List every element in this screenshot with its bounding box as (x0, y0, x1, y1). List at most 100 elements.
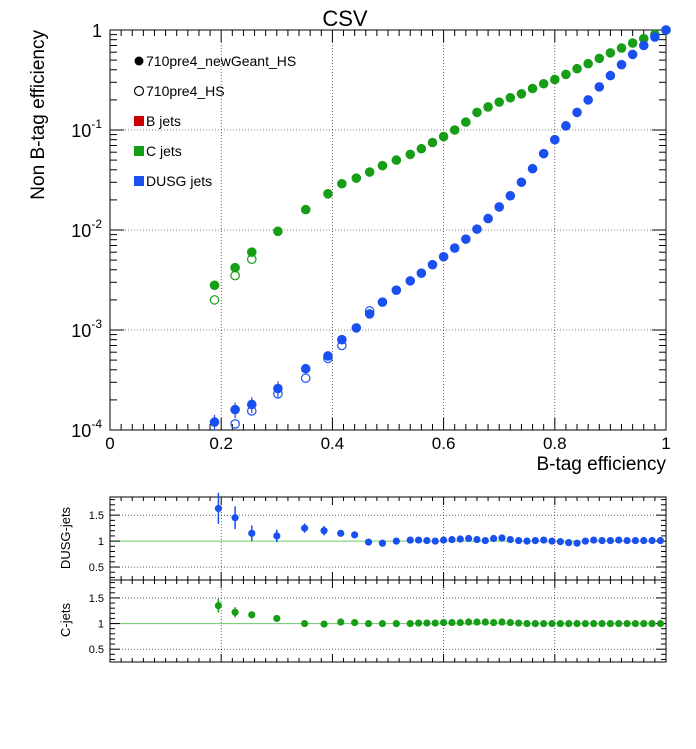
data-point (572, 107, 582, 118)
ratio_dusg-data-point (581, 537, 589, 545)
y-tick-label: 10-2 (71, 217, 102, 241)
data-point (300, 373, 311, 383)
data-point (461, 234, 471, 244)
ratio_c-data-point (573, 619, 581, 628)
ratio_c-data-point (556, 619, 564, 628)
ratio_c-data-point (431, 619, 439, 627)
legend-marker (134, 176, 144, 186)
ratio_c-data-point (631, 619, 640, 628)
y-tick-label: 10-1 (71, 117, 102, 141)
data-point (364, 306, 375, 316)
ratio_dusg-data-point (473, 535, 481, 544)
data-point (364, 309, 375, 319)
ratio_c-data-point (414, 619, 423, 627)
ratio_c-ytick-label: 0.5 (89, 644, 104, 656)
x-axis-label: B-tag efficiency (536, 454, 666, 475)
ratio_dusg-data-point (523, 537, 531, 545)
ratio_dusg-data-point (351, 531, 359, 539)
data-point (323, 351, 333, 361)
data-point (416, 268, 427, 278)
ratio_c-ytick-label: 1.5 (89, 593, 104, 605)
data-point (472, 107, 482, 118)
ratio_dusg-data-point (301, 524, 309, 532)
ratio_c-data-point (640, 619, 648, 628)
x-tick-label: 0 (105, 434, 114, 453)
data-point (661, 25, 671, 35)
data-point (449, 243, 460, 253)
ratio_dusg-data-point (506, 535, 514, 544)
data-point (538, 148, 549, 159)
series-1 (209, 254, 257, 305)
ratio_dusg-data-point (248, 529, 256, 537)
ratio_dusg-data-point (640, 536, 648, 545)
ratio_dusg-data-point (598, 536, 606, 545)
data-point (391, 285, 402, 296)
ratio_c-data-point (248, 611, 256, 619)
ratio_c-data-point (320, 620, 328, 628)
ratio_c-data-point (615, 619, 623, 628)
data-point (337, 178, 347, 189)
data-point (461, 117, 471, 127)
ratio_dusg-data-point (465, 534, 473, 543)
data-point (561, 69, 571, 80)
data-point (323, 189, 333, 199)
y-tick-label: 10-4 (71, 417, 102, 441)
ratio_c-data-point (448, 618, 456, 627)
ratio_dusg-data-point (648, 536, 656, 545)
data-point (650, 32, 660, 42)
data-point (323, 353, 333, 364)
ratio_dusg-data-point (556, 538, 564, 546)
data-point (438, 131, 449, 142)
data-point (273, 389, 283, 399)
data-point (300, 363, 311, 374)
ratio_c-data-point (506, 618, 514, 627)
ratio_dusg-data-point (337, 529, 345, 537)
data-point (427, 137, 438, 148)
legend: 710pre4_newGeant_HS 710pre4_HS B jets C jet… (133, 53, 296, 189)
series-3 (230, 306, 375, 429)
ratio_c-data-point (481, 618, 489, 626)
data-point (616, 59, 627, 70)
data-point (351, 323, 362, 333)
ratio_dusg-data-point (320, 527, 328, 535)
y-tick-label: 1 (92, 21, 102, 41)
data-point (549, 134, 560, 145)
data-point (561, 121, 571, 131)
ratio_dusg-data-point (414, 536, 423, 544)
data-point (230, 404, 240, 415)
ratio_dusg-panel: 1.5 1 0.5 (89, 492, 667, 581)
ratio_dusg-data-point (631, 536, 640, 545)
ratio_dusg-data-point (498, 534, 506, 542)
data-point (438, 251, 449, 262)
data-point (391, 155, 402, 165)
x-tick-label: 0.4 (321, 434, 345, 453)
data-point (605, 70, 616, 81)
chart-title: CSV (322, 6, 368, 31)
ratio_dusg-data-point (214, 504, 223, 513)
ratio-c-ylabel: C-jets (58, 603, 73, 637)
data-point (549, 74, 560, 85)
data-point (483, 213, 493, 224)
ratio_c-data-point (590, 619, 598, 628)
data-point (209, 295, 220, 305)
data-point (616, 43, 627, 53)
ratio_dusg-data-point (540, 536, 548, 544)
ratio_dusg-data-point (273, 532, 281, 540)
data-point (472, 224, 482, 234)
ratio_c-data-point (531, 619, 539, 628)
series-0 (209, 25, 671, 291)
data-point (246, 406, 257, 416)
ratio_c-data-point (301, 619, 309, 628)
data-point (638, 40, 649, 51)
ratio_dusg-data-point (448, 535, 456, 544)
data-point (572, 63, 582, 74)
data-point (494, 97, 504, 107)
ratio_dusg-frame (109, 496, 667, 581)
data-point (273, 226, 283, 237)
data-point (494, 202, 504, 212)
ratio_dusg-data-point (392, 537, 400, 545)
x-tick-label: 0.6 (432, 434, 456, 453)
data-point (209, 417, 220, 427)
